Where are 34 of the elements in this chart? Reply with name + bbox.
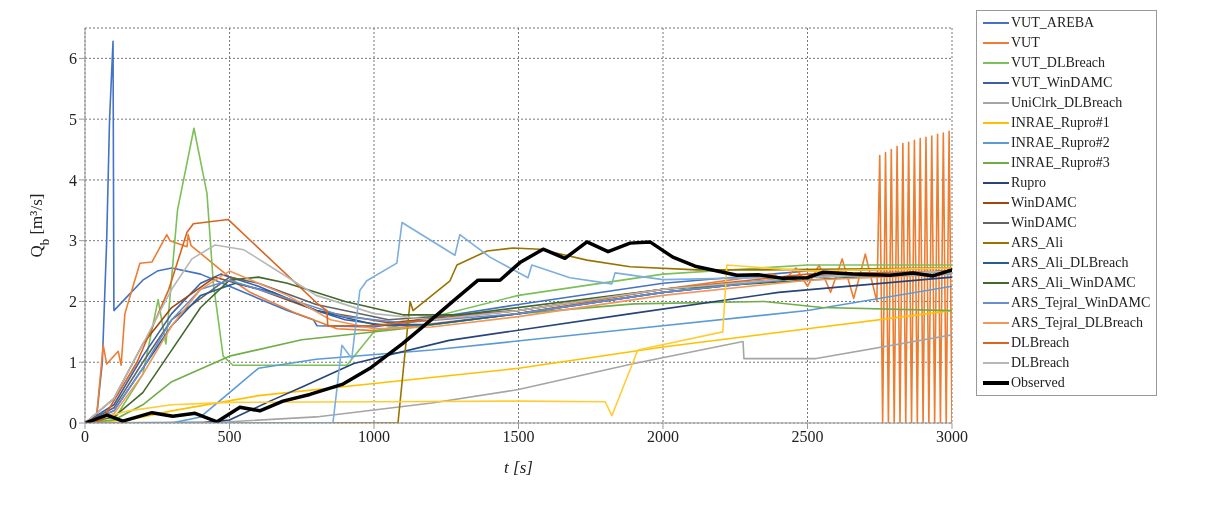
legend-label: DLBreach [1011,355,1070,371]
y-tick-label: 1 [69,353,77,371]
x-tick-label: 2000 [647,428,679,446]
y-tick-label: 0 [69,414,77,432]
legend-label: ARS_Tejral_DLBreach [1011,315,1143,331]
x-tick-label: 1500 [502,428,535,446]
legend-label: VUT_AREBA [1011,15,1095,31]
legend-label: WinDAMC [1011,195,1077,211]
legend-label: WinDAMC [1011,215,1077,231]
x-tick-label: 3000 [936,428,968,446]
legend-label: DLBreach [1011,335,1070,351]
legend-label: UniClrk_DLBreach [1011,95,1123,111]
legend-label: INRAE_Rupro#2 [1011,135,1110,151]
x-tick-label: 500 [217,428,242,446]
legend-label: ARS_Ali_WinDAMC [1011,275,1136,291]
legend-label: VUT_WinDAMC [1011,75,1113,91]
x-tick-label: 2500 [791,428,824,446]
legend-label: Rupro [1011,175,1046,191]
legend-label: INRAE_Rupro#1 [1011,115,1110,131]
legend-label: ARS_Ali_DLBreach [1011,255,1129,271]
x-tick-label: 1000 [358,428,390,446]
legend-label: INRAE_Rupro#3 [1011,155,1110,171]
x-axis-title: t [s] [504,458,533,477]
x-tick-label: 0 [81,428,89,446]
legend-label: ARS_Ali [1011,235,1064,251]
y-tick-label: 3 [69,232,77,250]
y-tick-label: 2 [69,293,77,311]
y-tick-label: 4 [69,171,77,189]
legend-label: VUT_DLBreach [1011,55,1106,71]
y-tick-label: 6 [69,50,77,68]
legend-label: ARS_Tejral_WinDAMC [1011,295,1151,311]
legend-label: Observed [1011,375,1065,391]
legend-label: VUT [1011,35,1040,51]
y-tick-label: 5 [69,110,77,128]
